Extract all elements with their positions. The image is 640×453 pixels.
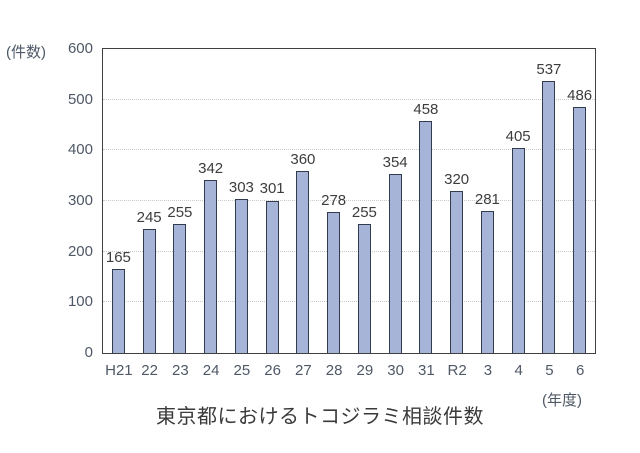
bar-value-label: 281 [474,190,500,208]
bar [357,223,371,353]
x-tick-label: 4 [514,362,523,379]
gridline [103,98,595,100]
bar-value-label: 405 [505,127,531,145]
y-axis-unit-label: (件数) [6,44,46,61]
bar-value-label: 255 [167,203,193,221]
bar-value-label: 278 [321,192,347,210]
bar [111,269,125,353]
bar-value-label: 486 [567,86,593,104]
chart-title: 東京都におけるトコジラミ相談件数 [156,406,484,428]
bar [234,199,248,353]
bar [388,173,402,353]
y-tick-label: 0 [84,344,93,361]
x-tick-label: 22 [141,362,158,379]
bar-value-label: 342 [198,159,224,177]
bar-value-label: 303 [228,179,254,197]
x-tick-label: 31 [418,362,435,379]
bar-value-label: 320 [444,170,470,188]
bar-value-label: 537 [536,60,562,78]
bar [296,170,310,353]
y-tick-label: 400 [67,141,93,159]
bar [142,228,156,353]
bar [265,200,279,353]
bar-value-label: 458 [413,100,439,118]
gridline [103,200,595,201]
x-tick-label: 28 [325,362,343,379]
x-tick-label: 26 [264,362,281,379]
x-tick-label: 6 [575,362,585,379]
bar [327,212,341,353]
bar [204,179,218,353]
bar-value-label: 245 [136,208,162,226]
bar [173,223,187,353]
bar [450,190,464,353]
x-tick-label: 24 [202,362,220,379]
x-tick-label: R2 [447,362,467,379]
bar [511,147,525,353]
x-tick-label: 3 [483,362,493,379]
x-axis-unit-label: (年度) [542,392,582,409]
y-axis-ticks: 0 100 200 300 400 500 600 [0,0,93,453]
bar [480,210,494,353]
gridline [103,250,595,252]
gridline [103,149,595,151]
x-tick-label: 25 [233,362,251,379]
bar [419,120,433,353]
x-tick-label: 30 [387,362,404,379]
x-tick-label: 23 [172,362,189,379]
y-tick-label: 100 [67,293,93,311]
bar-value-label: 165 [105,249,131,267]
bar-value-label: 301 [259,180,285,198]
bar-value-label: 354 [382,153,408,171]
x-tick-label: 27 [295,362,312,379]
bar-value-label: 360 [290,150,316,168]
bar-value-label: 255 [351,203,377,221]
y-tick-label: 300 [67,192,93,209]
bar [573,106,587,353]
plot-area: 165 245 255 342 303 301 360 278 255 354 458 320 281 4… [102,48,596,354]
gridline [103,301,595,303]
x-tick-label: 29 [356,362,374,379]
y-tick-label: 600 [67,40,93,57]
bar [542,80,556,353]
y-tick-label: 500 [67,90,93,108]
x-tick-label: 5 [545,362,554,379]
x-tick-label: H21 [105,362,133,379]
y-tick-label: 200 [67,242,93,260]
